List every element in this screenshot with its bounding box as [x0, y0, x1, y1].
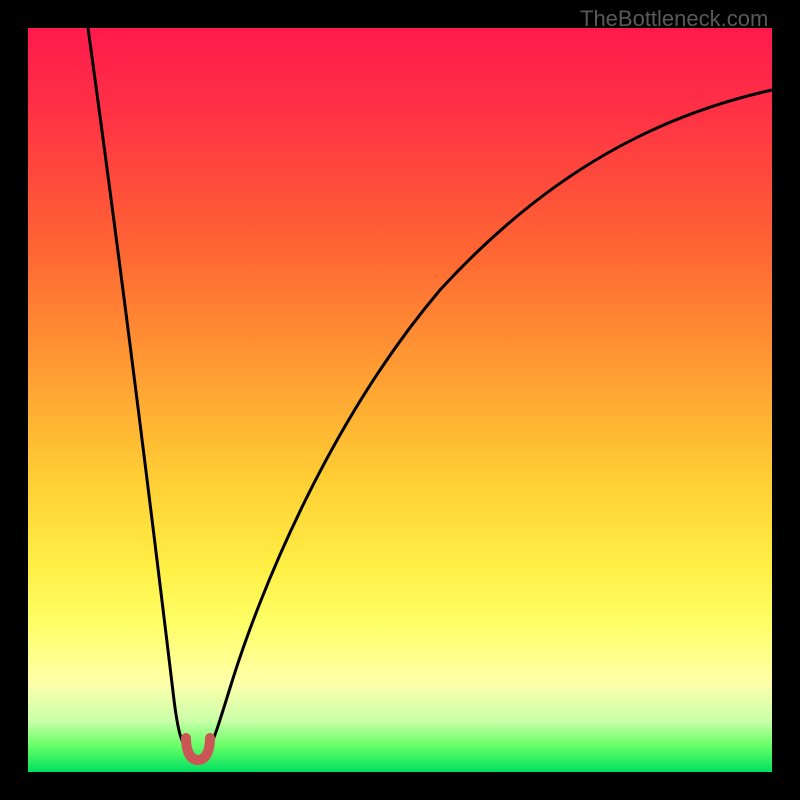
watermark-text: TheBottleneck.com: [580, 6, 768, 32]
plot-area: [28, 28, 772, 772]
chart-container: TheBottleneck.com: [0, 0, 800, 800]
chart-svg: [0, 0, 800, 800]
